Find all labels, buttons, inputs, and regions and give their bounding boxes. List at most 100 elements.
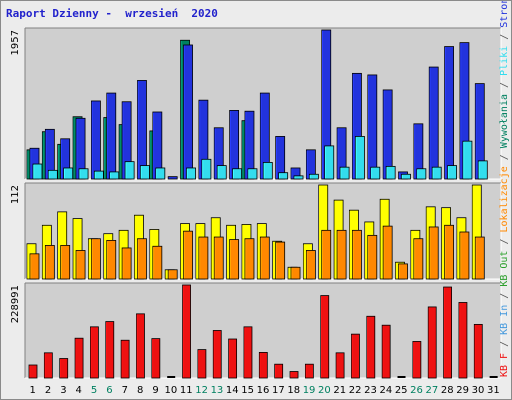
bar-lokalizacje-30 — [474, 236, 485, 280]
x-tick-label: 19 — [303, 385, 316, 396]
bar-pliki-7 — [124, 161, 135, 180]
bar-pliki-16 — [262, 162, 273, 180]
bar-kb-f-24 — [381, 324, 391, 379]
bar-kb-f-12 — [197, 349, 207, 379]
bar-kb-f-16 — [258, 352, 268, 379]
bar-strony-11 — [183, 44, 193, 180]
x-tick-label: 8 — [137, 385, 143, 396]
bar-pliki-30 — [477, 160, 488, 180]
side-legend-entry: KB Out — [499, 251, 510, 287]
side-legend-entry: KB In — [499, 305, 510, 335]
x-tick-label: 31 — [487, 385, 500, 396]
bar-pliki-22 — [355, 136, 365, 180]
y-max-label: 1957 — [10, 30, 21, 55]
x-tick-label: 7 — [122, 385, 128, 396]
side-legend-entry: Strony — [499, 1, 510, 28]
bar-lokalizacje-8 — [137, 238, 147, 280]
x-tick-label: 3 — [60, 385, 66, 396]
side-legend-entry: KB F — [499, 353, 510, 377]
x-tick-label: 11 — [180, 385, 193, 396]
x-tick-label: 4 — [76, 385, 82, 396]
side-legend-separator: / — [499, 287, 510, 305]
bar-kb-f-23 — [366, 315, 376, 379]
bar-strony-23 — [367, 74, 378, 180]
bar-lokalizacje-11 — [183, 230, 193, 280]
x-tick-label: 21 — [333, 385, 346, 396]
bar-lokalizacje-13 — [213, 236, 224, 280]
x-tick-label: 30 — [472, 385, 485, 396]
bar-pliki-29 — [462, 140, 473, 180]
bar-lokalizacje-18 — [290, 266, 301, 280]
side-legend-separator: / — [499, 76, 510, 94]
side-legend: KB F / KB In / KB Out / Lokalizacje / Wy… — [499, 1, 510, 377]
side-legend-entry: Pliki — [499, 46, 510, 76]
bar-lokalizacje-3 — [60, 245, 71, 280]
bar-kb-f-20 — [320, 295, 330, 379]
bar-lokalizacje-15 — [244, 238, 255, 280]
bar-pliki-21 — [339, 166, 350, 180]
x-tick-label: 13 — [211, 385, 224, 396]
bar-pliki-13 — [216, 165, 227, 180]
bar-lokalizacje-19 — [305, 250, 316, 280]
x-tick-label: 16 — [257, 385, 270, 396]
bar-kb-f-25 — [397, 376, 406, 378]
bar-pliki-28 — [447, 165, 457, 180]
bar-strony-10 — [167, 176, 178, 180]
bar-lokalizacje-2 — [44, 245, 55, 280]
x-tick-label: 29 — [456, 385, 469, 396]
bar-lokalizacje-27 — [428, 226, 439, 280]
x-tick-label: 20 — [318, 385, 331, 396]
bar-lokalizacje-23 — [367, 234, 378, 280]
bar-strony-27 — [428, 66, 439, 180]
bar-pliki-23 — [370, 166, 381, 180]
bar-lokalizacje-20 — [321, 229, 332, 280]
bar-pliki-5 — [94, 170, 104, 180]
x-tick-label: 24 — [379, 385, 392, 396]
x-tick-label: 23 — [364, 385, 377, 396]
bar-lokalizacje-17 — [275, 241, 286, 280]
bar-kb-f-13 — [212, 330, 222, 379]
bar-lokalizacje-5 — [91, 238, 101, 280]
bar-lokalizacje-25 — [398, 263, 408, 280]
bar-kb-f-1 — [28, 364, 38, 379]
bar-kb-f-10 — [167, 376, 176, 378]
bar-kb-f-9 — [151, 338, 161, 379]
bar-lokalizacje-9 — [152, 245, 163, 280]
bar-lokalizacje-26 — [413, 238, 424, 280]
x-tick-label: 1 — [29, 385, 35, 396]
bar-kb-f-15 — [243, 326, 253, 379]
bar-strony-8 — [137, 80, 147, 180]
bar-lokalizacje-24 — [382, 225, 393, 280]
bar-lokalizacje-10 — [167, 269, 178, 280]
bar-pliki-14 — [232, 168, 243, 180]
bar-pliki-18 — [293, 175, 304, 180]
x-tick-label: 10 — [165, 385, 178, 396]
side-legend-separator: / — [499, 232, 510, 250]
bar-lokalizacje-22 — [352, 229, 362, 280]
bar-kb-f-17 — [274, 363, 284, 379]
bar-strony-28 — [444, 46, 454, 180]
bar-lokalizacje-12 — [198, 236, 209, 280]
x-tick-label: 18 — [287, 385, 300, 396]
x-tick-label: 12 — [195, 385, 208, 396]
x-tick-label: 2 — [45, 385, 51, 396]
bar-kb-f-6 — [105, 321, 115, 379]
bar-lokalizacje-4 — [75, 250, 86, 280]
bar-lokalizacje-28 — [444, 224, 454, 280]
bar-kb-f-28 — [443, 286, 452, 379]
chart-title: Raport Dzienny - wrzesień 2020 — [6, 7, 218, 20]
side-legend-entry: Wywołania — [499, 94, 510, 148]
bar-kb-f-21 — [335, 352, 345, 379]
x-tick-label: 25 — [395, 385, 408, 396]
side-legend-separator: / — [499, 28, 510, 46]
bar-kb-f-30 — [473, 323, 483, 379]
bar-pliki-26 — [416, 168, 427, 180]
bar-pliki-17 — [278, 172, 289, 180]
bar-pliki-3 — [63, 167, 74, 180]
bar-pliki-25 — [401, 173, 411, 180]
bar-pliki-15 — [247, 168, 258, 180]
bar-pliki-19 — [308, 173, 319, 180]
bar-kb-f-2 — [43, 352, 53, 379]
bar-kb-f-22 — [351, 333, 360, 379]
